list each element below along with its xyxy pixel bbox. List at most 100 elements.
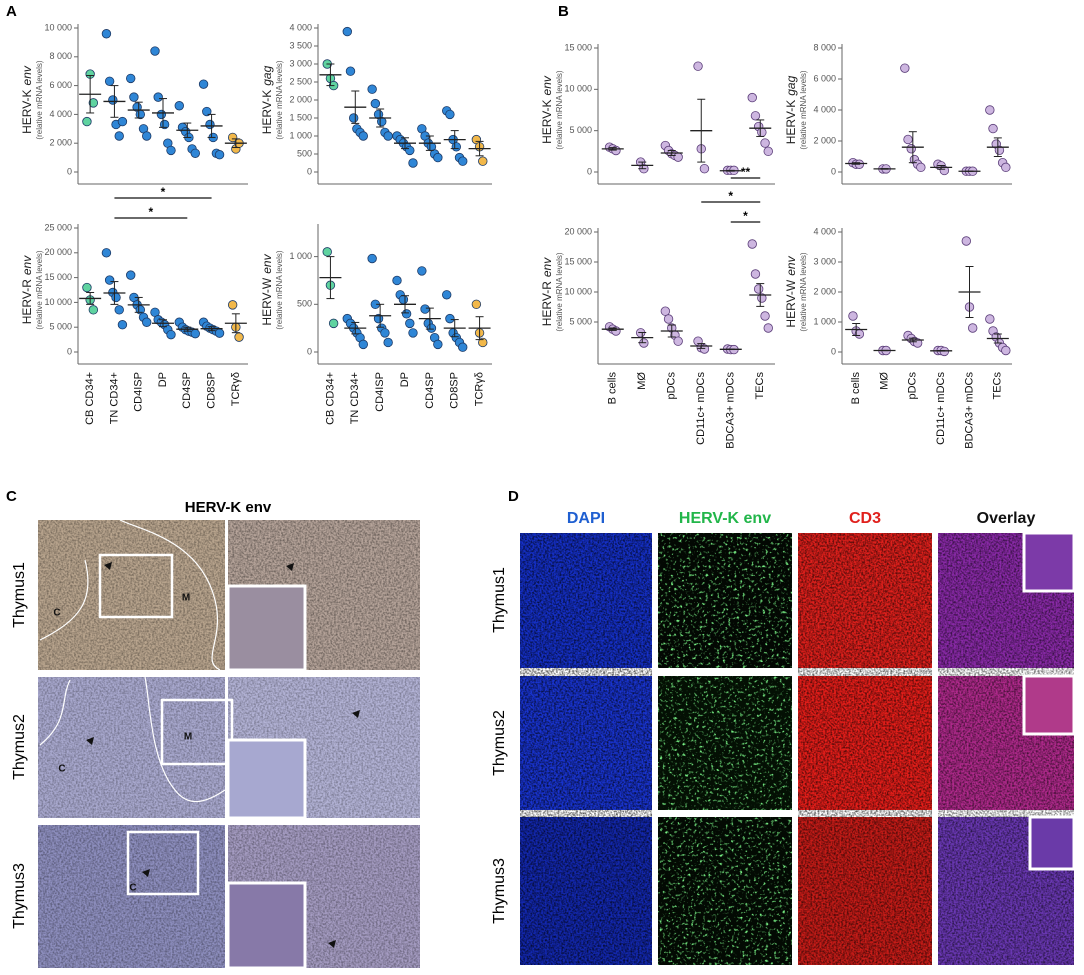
x-tick-label: CD11c+ mDCs xyxy=(935,372,947,445)
row-label: Thymus2 xyxy=(491,710,508,776)
x-tick-label: CD4SP xyxy=(181,372,193,409)
data-point xyxy=(420,304,430,314)
data-point xyxy=(373,313,384,324)
data-point xyxy=(358,339,368,350)
data-point xyxy=(433,339,443,350)
x-tick-label: DP xyxy=(399,372,411,387)
y-tick-label: 10 000 xyxy=(44,22,72,32)
significance-label: * xyxy=(743,209,748,223)
data-point xyxy=(760,138,770,148)
y-tick-label: 0 xyxy=(831,166,836,176)
data-point xyxy=(198,79,209,89)
x-tick-label: TCRγδ xyxy=(473,372,485,406)
y-tick-label: 5 000 xyxy=(569,125,592,135)
texture xyxy=(658,817,792,965)
y-axis-subtitle: (relative mRNA levels) xyxy=(555,252,564,331)
region-marker: M xyxy=(184,732,192,743)
data-point xyxy=(174,101,184,111)
x-tick-label: BDCA3+ mDCs xyxy=(963,372,975,449)
y-tick-label: 4 000 xyxy=(289,22,312,32)
data-point xyxy=(370,98,381,109)
data-point xyxy=(117,320,128,330)
data-point xyxy=(111,292,121,303)
y-tick-label: 2 000 xyxy=(289,94,312,104)
y-tick-label: 15 000 xyxy=(44,272,72,282)
data-point xyxy=(699,344,710,354)
ihc-images xyxy=(38,519,420,970)
inset xyxy=(1028,815,1076,871)
data-point xyxy=(1001,345,1011,356)
data-point xyxy=(227,132,238,143)
data-point xyxy=(408,158,418,168)
y-tick-label: 4 000 xyxy=(813,104,836,114)
x-tick-label: pDCs xyxy=(666,372,678,400)
data-point xyxy=(202,106,212,117)
y-tick-label: 3 500 xyxy=(289,40,312,50)
y-axis-title-part: env xyxy=(260,253,274,273)
y-tick-label: 8 000 xyxy=(813,42,836,52)
data-point xyxy=(750,111,761,121)
data-point xyxy=(101,248,112,258)
data-point xyxy=(760,311,770,321)
y-tick-label: 10 000 xyxy=(564,286,592,296)
y-tick-label: 2 000 xyxy=(49,138,72,148)
data-point xyxy=(114,305,124,315)
y-axis-title-part: env xyxy=(20,65,34,85)
y-axis-title-part: env xyxy=(20,255,34,275)
region-marker: C xyxy=(129,883,136,894)
y-tick-label: 6 000 xyxy=(49,80,72,90)
data-point xyxy=(985,105,995,115)
data-point xyxy=(358,131,368,141)
region-marker: C xyxy=(53,608,60,619)
x-tick-label: B cells xyxy=(850,372,862,405)
y-tick-label: 0 xyxy=(587,166,592,176)
data-point xyxy=(88,98,99,108)
y-axis-title: HERV-K gag xyxy=(260,65,274,134)
data-point xyxy=(478,337,488,348)
texture xyxy=(798,533,932,965)
x-tick-label: TN CD34+ xyxy=(108,372,120,424)
data-point xyxy=(988,123,998,134)
data-point xyxy=(433,152,443,163)
data-point xyxy=(451,142,462,152)
data-point xyxy=(142,317,152,327)
x-tick-label: CB CD34+ xyxy=(324,372,336,425)
x-tick-label: TECs xyxy=(992,371,1004,399)
data-point xyxy=(234,332,244,342)
y-axis-title-part: env xyxy=(540,75,554,95)
y-tick-label: 10 000 xyxy=(564,84,592,94)
data-point xyxy=(377,116,387,127)
y-axis-title-part: env xyxy=(784,255,798,275)
data-point xyxy=(750,269,761,279)
data-point xyxy=(156,109,167,120)
data-point xyxy=(445,313,455,324)
y-axis-subtitle: (relative mRNA levels) xyxy=(799,70,808,149)
column-label: DAPI xyxy=(567,510,605,527)
texture xyxy=(38,520,225,670)
data-point xyxy=(166,329,176,340)
y-tick-label: 20 000 xyxy=(44,247,72,257)
data-point xyxy=(190,148,200,158)
data-point xyxy=(426,323,437,333)
significance-label: * xyxy=(728,189,733,203)
significance-label: ** xyxy=(741,165,751,179)
data-point xyxy=(367,84,377,94)
x-tick-label: MØ xyxy=(636,372,648,390)
y-tick-label: 8 000 xyxy=(49,51,72,61)
data-point xyxy=(445,109,455,120)
data-point xyxy=(398,294,409,305)
y-axis-subtitle: (relative mRNA levels) xyxy=(275,250,284,329)
y-axis-title: HERV-K env xyxy=(20,65,34,134)
texture xyxy=(658,676,792,810)
data-point xyxy=(104,275,115,285)
inset xyxy=(1022,674,1076,736)
data-point xyxy=(214,150,225,160)
y-tick-label: 0 xyxy=(67,166,72,176)
texture xyxy=(38,825,225,968)
y-axis-title-part: HERV-R xyxy=(20,279,34,324)
y-tick-label: 0 xyxy=(67,346,72,356)
data-point xyxy=(367,253,377,264)
data-point xyxy=(994,145,1005,156)
y-axis-title-part: HERV-R xyxy=(540,281,554,326)
data-point xyxy=(342,26,352,37)
